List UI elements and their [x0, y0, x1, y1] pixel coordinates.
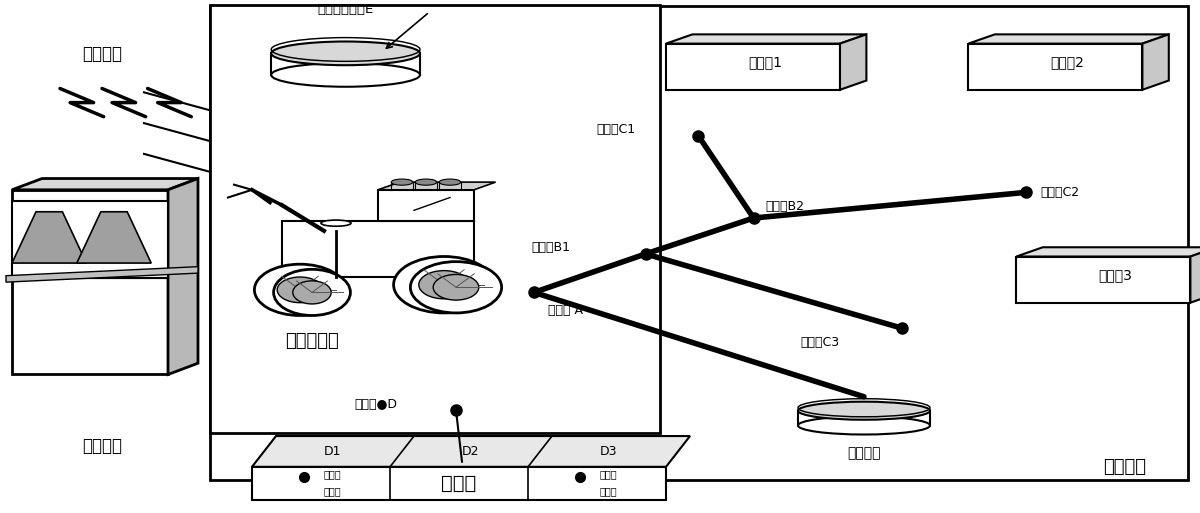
Polygon shape [6, 267, 198, 282]
Ellipse shape [293, 281, 331, 304]
Polygon shape [252, 436, 690, 467]
Text: 溶液点C3: 溶液点C3 [800, 336, 840, 349]
Ellipse shape [798, 417, 930, 435]
Polygon shape [168, 179, 198, 374]
Polygon shape [840, 34, 866, 90]
Polygon shape [271, 53, 420, 75]
Text: 无线网络: 无线网络 [82, 45, 122, 63]
Polygon shape [1016, 256, 1190, 303]
Text: 中间点B1: 中间点B1 [532, 241, 571, 254]
Polygon shape [378, 190, 474, 221]
Text: D2: D2 [462, 445, 480, 458]
Ellipse shape [274, 269, 350, 315]
Text: 充电装置: 充电装置 [847, 446, 881, 460]
Text: D3: D3 [600, 445, 618, 458]
Polygon shape [666, 44, 840, 90]
Polygon shape [77, 212, 151, 263]
Polygon shape [210, 5, 660, 433]
Text: 成按鈕: 成按鈕 [599, 486, 617, 496]
Ellipse shape [433, 274, 479, 300]
Text: D1: D1 [324, 445, 342, 458]
Text: 溶液点C1: 溶液点C1 [596, 123, 636, 136]
Text: 检测点●D: 检测点●D [354, 398, 397, 411]
Text: 中间点B2: 中间点B2 [766, 200, 805, 213]
Ellipse shape [254, 264, 346, 315]
Polygon shape [798, 411, 930, 425]
Ellipse shape [410, 262, 502, 313]
Ellipse shape [798, 402, 930, 420]
Polygon shape [282, 221, 474, 277]
Polygon shape [968, 44, 1142, 90]
Text: 溶液池2: 溶液池2 [1050, 55, 1085, 69]
Text: 高危环境: 高危环境 [1103, 458, 1146, 476]
Polygon shape [210, 6, 1188, 480]
Ellipse shape [419, 271, 469, 299]
Polygon shape [12, 201, 168, 279]
Ellipse shape [277, 277, 323, 303]
Polygon shape [968, 34, 1169, 44]
Text: 总控制台: 总控制台 [82, 437, 122, 456]
Polygon shape [252, 467, 666, 500]
Text: 溶液池3: 溶液池3 [1098, 268, 1133, 282]
Text: 溶液点C2: 溶液点C2 [1040, 186, 1080, 199]
Text: 检测完: 检测完 [323, 469, 341, 480]
Polygon shape [666, 34, 866, 44]
Ellipse shape [415, 179, 437, 185]
Polygon shape [12, 212, 86, 263]
Ellipse shape [391, 179, 413, 185]
Ellipse shape [271, 63, 420, 87]
Text: 检测完: 检测完 [599, 469, 617, 480]
Polygon shape [12, 190, 168, 374]
Ellipse shape [271, 42, 420, 65]
Polygon shape [378, 182, 496, 190]
Text: 检测台: 检测台 [442, 474, 476, 493]
Ellipse shape [439, 179, 461, 185]
Text: 移动机器人: 移动机器人 [286, 332, 338, 350]
Text: 起始点 A: 起始点 A [548, 304, 583, 317]
Ellipse shape [394, 256, 494, 313]
Text: 成按鈕: 成按鈕 [323, 486, 341, 496]
Text: 溶液池1: 溶液池1 [748, 55, 782, 69]
Polygon shape [1016, 247, 1200, 256]
Polygon shape [1190, 247, 1200, 303]
Polygon shape [12, 179, 198, 190]
Text: 溶液处理槽点E: 溶液处理槽点E [318, 3, 373, 16]
Ellipse shape [320, 220, 350, 226]
Polygon shape [1142, 34, 1169, 90]
